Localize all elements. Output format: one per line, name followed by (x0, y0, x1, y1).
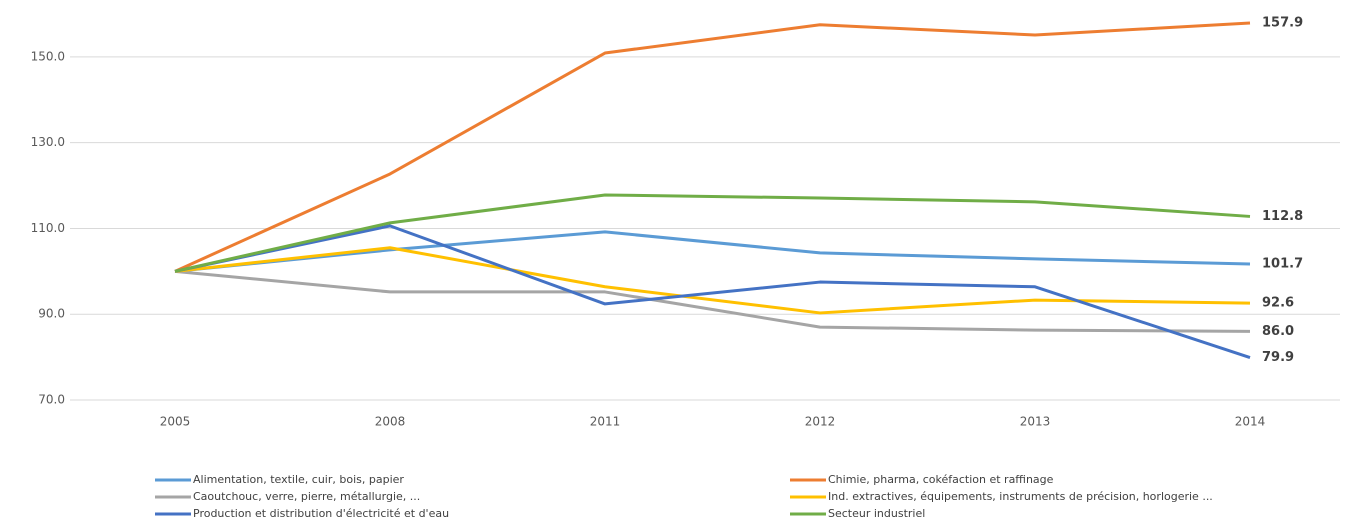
data-label: 157.9 (1262, 16, 1303, 31)
x-tick-label: 2005 (160, 415, 191, 429)
legend-label: Ind. extractives, équipements, instrumen… (828, 490, 1213, 503)
x-tick-label: 2012 (805, 415, 836, 429)
series-line (174, 193, 1251, 273)
data-label: 101.7 (1262, 257, 1303, 272)
x-tick-label: 2013 (1020, 415, 1051, 429)
legend-label: Caoutchouc, verre, pierre, métallurgie, … (193, 490, 420, 503)
x-tick-label: 2011 (590, 415, 621, 429)
data-label: 92.6 (1262, 296, 1294, 311)
y-tick-label: 90.0 (38, 307, 65, 321)
y-tick-label: 70.0 (38, 393, 65, 407)
legend-label: Secteur industriel (828, 507, 925, 520)
series-line (174, 21, 1251, 273)
legend-label: Chimie, pharma, cokéfaction et raffinage (828, 473, 1054, 486)
series-line (174, 230, 1251, 273)
series-line (174, 224, 1251, 359)
series-line (174, 269, 1251, 333)
data-label: 112.8 (1262, 209, 1303, 224)
legend-label: Alimentation, textile, cuir, bois, papie… (193, 473, 404, 486)
data-label: 79.9 (1262, 350, 1294, 365)
y-tick-label: 130.0 (31, 135, 65, 149)
x-tick-label: 2014 (1235, 415, 1266, 429)
data-label: 86.0 (1262, 324, 1294, 339)
legend-label: Production et distribution d'électricité… (193, 507, 449, 520)
y-tick-label: 110.0 (31, 221, 65, 235)
y-tick-label: 150.0 (31, 49, 65, 63)
series-line (174, 246, 1251, 315)
x-tick-label: 2008 (375, 415, 406, 429)
